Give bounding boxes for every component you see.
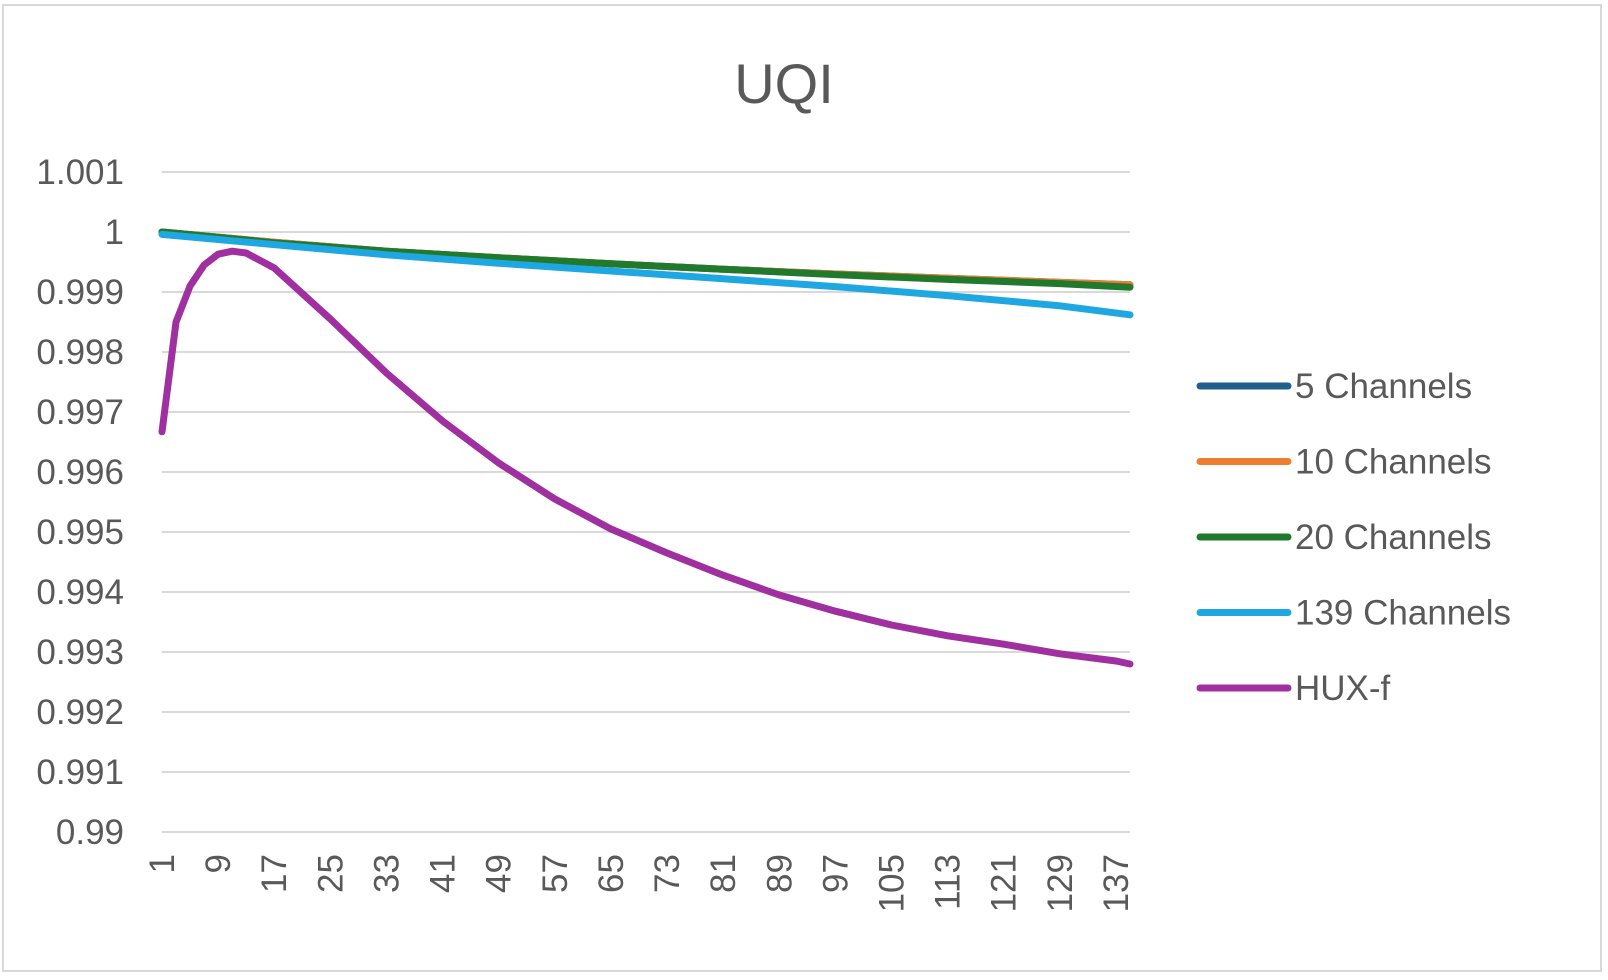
x-tick-label: 129 (1041, 854, 1080, 912)
legend-label: 5 Channels (1295, 367, 1472, 406)
y-tick-label: 0.99 (56, 813, 124, 852)
x-tick-label: 17 (255, 854, 294, 893)
y-tick-label: 0.992 (36, 693, 124, 732)
legend-label: HUX-f (1295, 669, 1391, 708)
x-tick-label: 33 (367, 854, 406, 893)
series-line-20-channels (158, 228, 1134, 291)
y-tick-label: 0.994 (36, 573, 124, 612)
series-line-hux-f (158, 247, 1134, 668)
gridlines (162, 171, 1130, 833)
chart-svg: UQI 1.00110.9990.9980.9970.9960.9950.994… (36, 52, 1511, 912)
x-tick-label: 97 (816, 854, 855, 893)
chart-frame: UQI 1.001 1 0.999 0.998 0.997 0.996 0.995 0.994… (2, 4, 1602, 972)
x-tick-label: 73 (648, 854, 687, 893)
x-tick-label: 25 (311, 854, 350, 893)
series-line-139-channels (158, 230, 1134, 319)
x-tick-label: 9 (199, 854, 238, 873)
x-tick-label: 81 (704, 854, 743, 893)
x-tick-label: 49 (480, 854, 519, 893)
x-tick-label: 1 (143, 854, 182, 873)
x-tick-label: 65 (592, 854, 631, 893)
y-tick-label: 0.998 (36, 333, 124, 372)
y-tick-label: 0.996 (36, 453, 124, 492)
y-tick-label: 0.995 (36, 513, 124, 552)
y-tick-label: 0.999 (36, 273, 124, 312)
x-tick-label: 41 (424, 854, 463, 893)
plot-area (158, 228, 1134, 668)
x-tick-label: 57 (536, 854, 575, 893)
y-tick-label: 0.993 (36, 633, 124, 672)
legend-label: 139 Channels (1295, 594, 1511, 633)
x-tick-label: 113 (929, 854, 968, 910)
x-tick-label: 121 (985, 854, 1024, 912)
x-tick-label: 89 (760, 854, 799, 893)
y-tick-label: 1.001 (36, 153, 124, 192)
x-tick-label: 137 (1097, 854, 1136, 912)
x-axis-ticks: 1 9 17 25 33 41 49 57 65 73 81 89 97 105 113 121 129 137 (143, 854, 1136, 912)
chart-title: UQI (734, 52, 834, 115)
y-tick-label: 1 (105, 213, 124, 252)
y-axis-ticks: 1.001 1 0.999 0.998 0.997 0.996 0.995 0.994 0.99… (36, 153, 124, 852)
legend-label: 10 Channels (1295, 443, 1492, 482)
x-tick-label: 105 (873, 854, 912, 912)
y-tick-label: 0.991 (36, 753, 124, 792)
legend: 5 Channels 10 Channels 20 Channels 139 Chan… (1196, 367, 1511, 708)
y-tick-label: 0.997 (36, 393, 124, 432)
legend-label: 20 Channels (1295, 518, 1492, 557)
